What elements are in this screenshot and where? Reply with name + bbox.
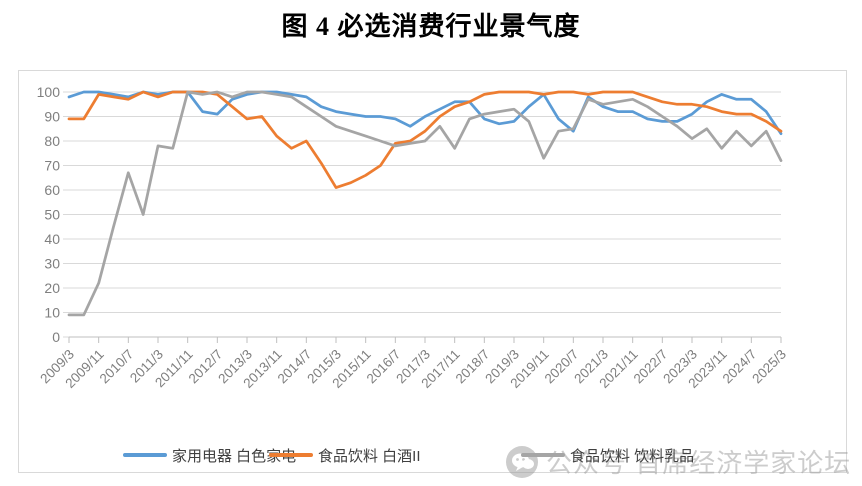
legend-label: 食品饮料 饮料乳品 (570, 447, 695, 465)
y-axis-label: 50 (44, 207, 60, 223)
legend-item-baijiu: 食品饮料 白酒II (269, 443, 421, 467)
y-axis-label: 80 (44, 133, 60, 149)
series-line-beverage-dairy (67, 90, 783, 317)
y-axis-label: 0 (52, 329, 60, 345)
y-axis-label: 30 (44, 256, 60, 272)
y-axis-label: 20 (44, 280, 60, 296)
legend-item-beverage-dairy: 食品饮料 饮料乳品 (521, 443, 694, 467)
legend-line-swatch-gray (521, 453, 565, 457)
y-axis-label: 10 (44, 305, 60, 321)
y-axis-label: 70 (44, 158, 60, 174)
x-axis-label: 2010/7 (97, 347, 137, 387)
line-chart-plot: 01020304050607080901002009/32009/112010/… (37, 84, 789, 391)
y-axis-label: 100 (37, 84, 61, 100)
y-axis-label: 90 (44, 109, 60, 125)
y-axis-label: 60 (44, 182, 60, 198)
chart-legend: 家用电器 白色家电 食品饮料 白酒II 食品饮料 饮料乳品 (19, 443, 846, 467)
chart-area: 0 10 20 30 40 50 60 70 80 90 100 2009/3 2009/11 2010/… (18, 70, 850, 478)
chart-title: 图 4 必选消费行业景气度 (281, 12, 581, 41)
legend-line-swatch-blue (123, 453, 167, 457)
legend-line-swatch-orange (269, 453, 313, 457)
legend-item-white-goods: 家用电器 白色家电 (123, 443, 296, 467)
x-axis-label: 2025/3 (749, 347, 789, 387)
y-axis-label: 40 (44, 231, 60, 247)
series-line-white-goods (67, 90, 783, 136)
legend-label: 家用电器 白色家电 (172, 447, 297, 465)
legend-label: 食品饮料 白酒II (318, 447, 421, 465)
